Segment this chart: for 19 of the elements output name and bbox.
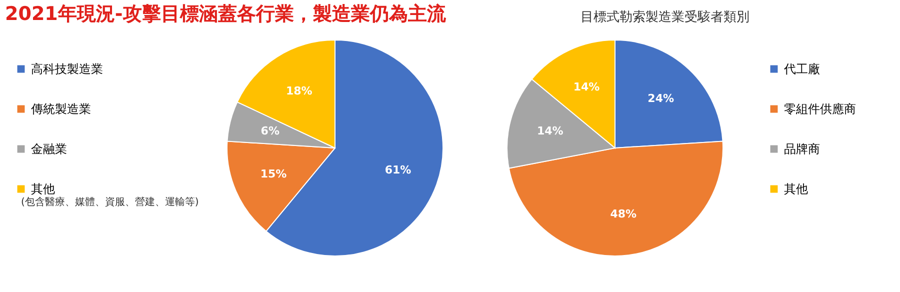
data-label: 61% [384, 164, 412, 177]
data-label: 6% [260, 124, 280, 138]
legend-label: 代工廠 [783, 62, 820, 76]
data-label: 24% [648, 92, 674, 106]
data-label: 18% [286, 84, 312, 98]
text: (包含醫療、媒體、資服、營建、運輸等) [21, 196, 199, 208]
data-label: 14% [536, 124, 564, 138]
chart-title: 2021年現況-攻擊目標涵蓋各行業，製造業仍為主流 [5, 3, 447, 25]
data-label: 14% [573, 80, 600, 94]
legend-label: 其他 [31, 182, 55, 196]
chart-title: 目標式勒索製造業受駭者類別 [580, 10, 750, 25]
data-label: 48% [610, 207, 637, 220]
legend-label: 高科技製造業 [31, 62, 103, 76]
legend-label: 其他 [784, 182, 808, 196]
legend-label: 傳統製造業 [30, 102, 91, 116]
legend-label: 金融業 [31, 142, 67, 156]
legend-label: 品牌商 [784, 142, 820, 156]
data-label: 15% [260, 168, 287, 181]
legend-label: 零組件供應商 [784, 102, 856, 116]
